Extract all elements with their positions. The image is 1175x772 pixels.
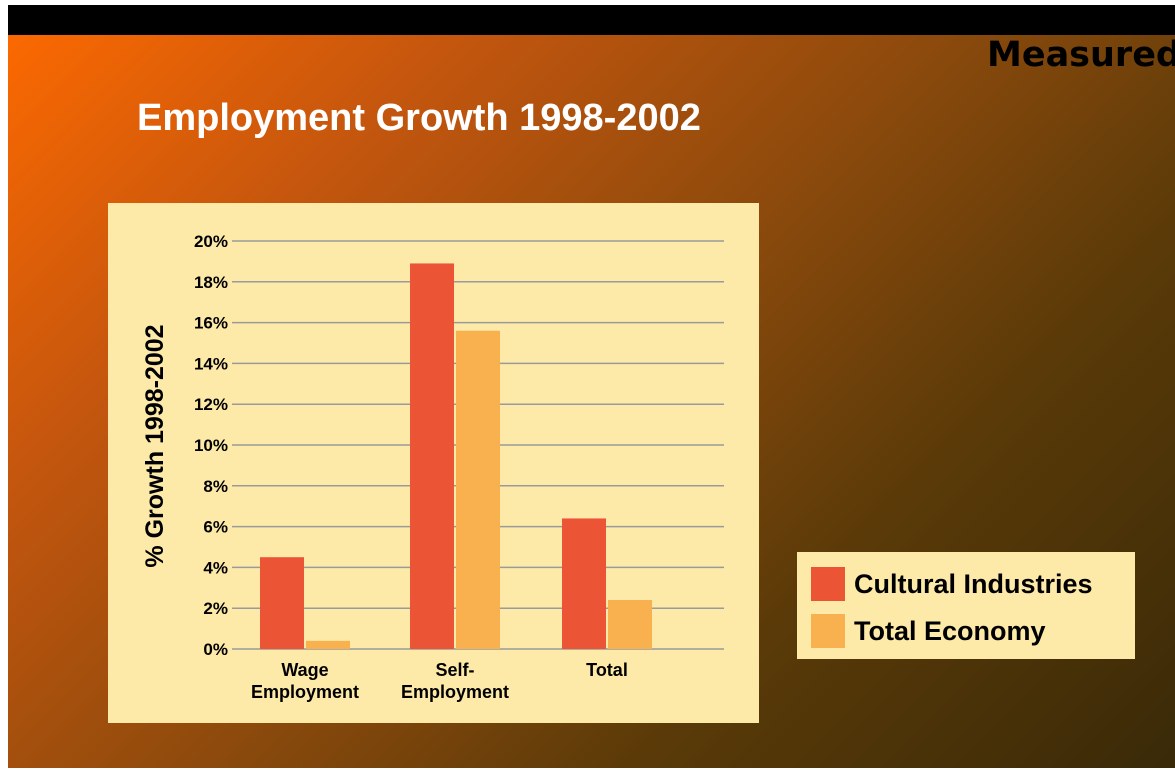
- bar-chart: 0% 2% 4% 6% 8% 10% 12% 14% 16% 18% 20% % Growth 199…: [141, 232, 724, 702]
- legend-label-cultural-industries: Cultural Industries: [854, 568, 1093, 599]
- legend-item-cultural-industries: Cultural Industries: [811, 567, 1093, 601]
- x-tick-label-0-0: Wage: [281, 660, 328, 680]
- chart-panel: 0% 2% 4% 6% 8% 10% 12% 14% 16% 18% 20% % Growth 199…: [108, 203, 759, 723]
- corner-heading: Measured: [987, 35, 1175, 75]
- slide-title: Employment Growth 1998-2002: [137, 97, 701, 139]
- legend-item-total-economy: Total Economy: [811, 614, 1046, 648]
- bar-cultural-industries-0: [260, 557, 304, 649]
- x-tick-label-2-0: Total: [586, 660, 628, 680]
- bar-cultural-industries-2: [562, 518, 606, 649]
- y-tick-label-18: 18%: [194, 273, 228, 292]
- bar-total-economy-1: [456, 330, 500, 649]
- bar-cultural-industries-1: [410, 263, 454, 649]
- y-tick-label-10: 10%: [194, 436, 228, 455]
- y-tick-label-8: 8%: [203, 477, 228, 496]
- y-tick-label-0: 0%: [203, 640, 228, 659]
- bar-total-economy-0: [306, 640, 350, 649]
- bar-total-economy-2: [608, 600, 652, 649]
- x-tick-label-0-1: Employment: [251, 682, 359, 702]
- legend: Cultural Industries Total Economy: [797, 552, 1135, 659]
- legend-swatch-cultural-industries: [811, 567, 845, 601]
- legend-swatch-total-economy: [811, 614, 845, 648]
- y-tick-label-12: 12%: [194, 395, 228, 414]
- top-bar: [8, 5, 1175, 35]
- y-tick-label-6: 6%: [203, 518, 228, 537]
- legend-label-total-economy: Total Economy: [854, 615, 1046, 646]
- y-tick-label-16: 16%: [194, 314, 228, 333]
- y-tick-label-4: 4%: [203, 558, 228, 577]
- x-tick-label-1-1: Employment: [401, 682, 509, 702]
- y-tick-label-14: 14%: [194, 354, 228, 373]
- x-tick-label-1-0: Self-: [435, 660, 474, 680]
- y-tick-label-2: 2%: [203, 599, 228, 618]
- y-axis-label: % Growth 1998-2002: [141, 324, 169, 567]
- y-tick-label-20: 20%: [194, 232, 228, 251]
